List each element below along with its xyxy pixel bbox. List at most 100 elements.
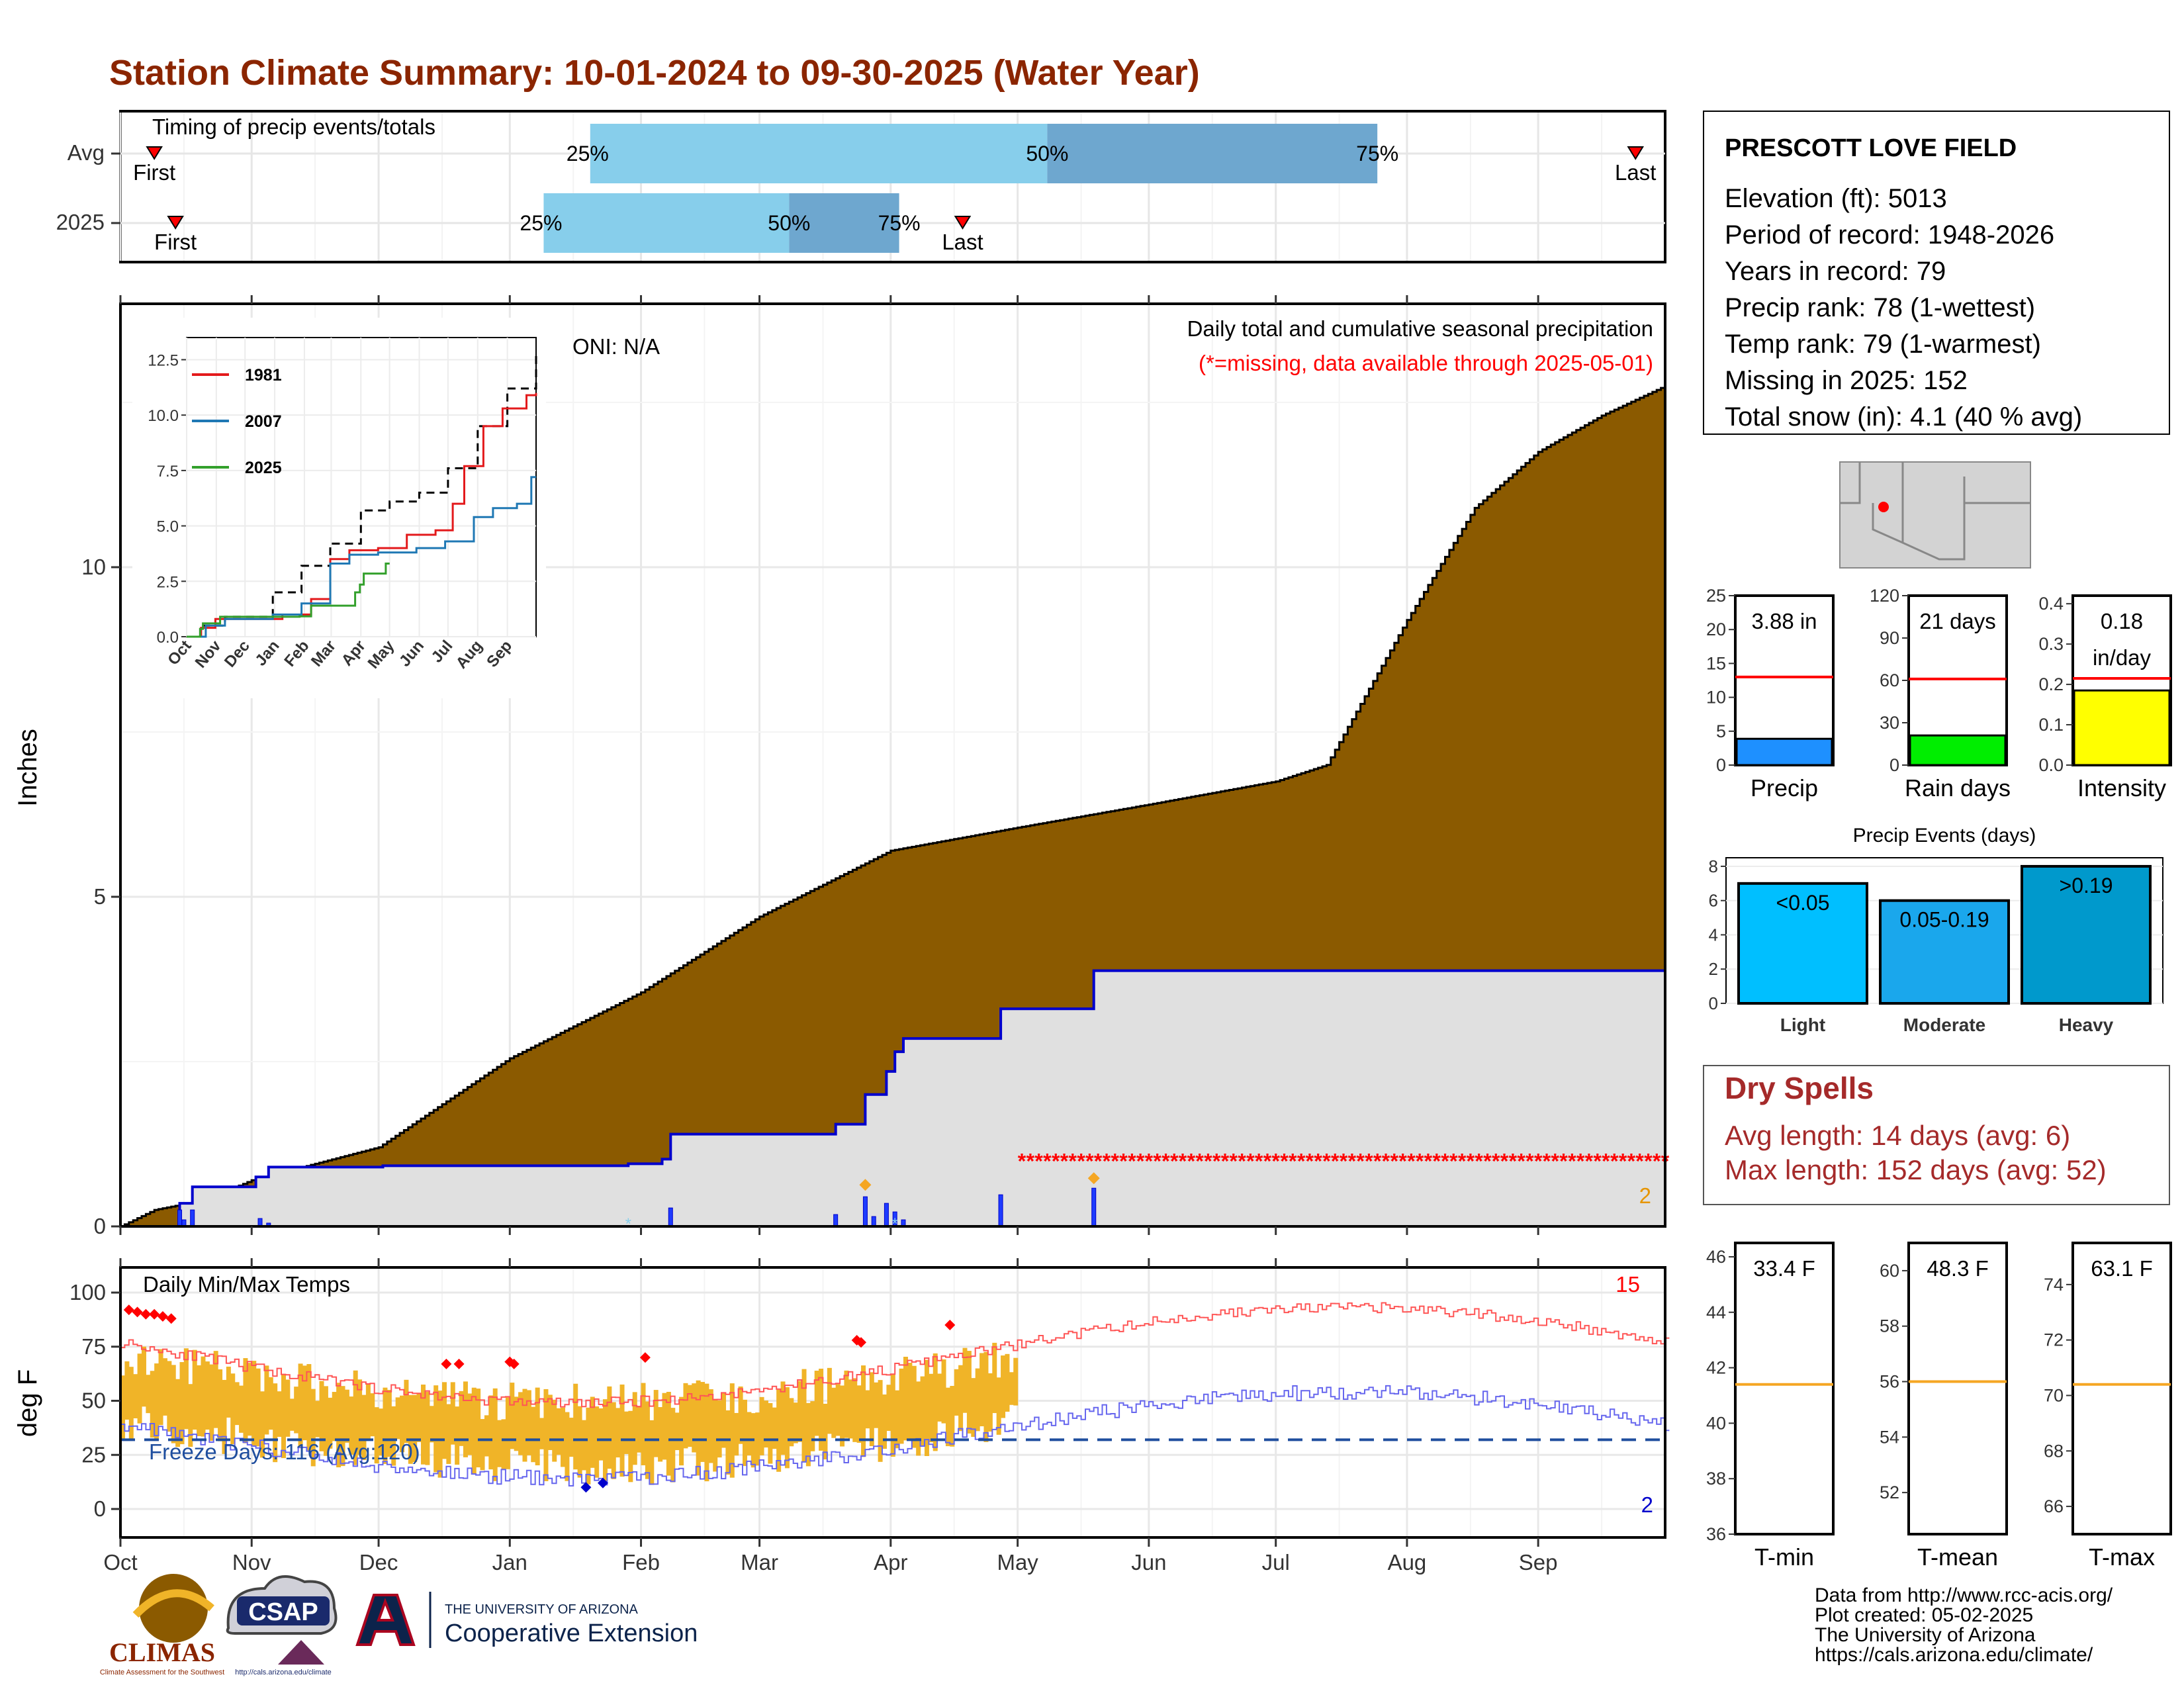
temps-y-axis-label: deg F bbox=[13, 1369, 42, 1437]
daily-temp-bar bbox=[379, 1408, 384, 1456]
daily-temp-bar bbox=[260, 1391, 265, 1458]
map-background bbox=[1839, 461, 2031, 569]
events-bar-label: 0.05-0.19 bbox=[1899, 908, 1989, 932]
timing-last-label: Last bbox=[1615, 160, 1656, 185]
missing-marker: * bbox=[1204, 1149, 1212, 1173]
missing-marker: * bbox=[1280, 1149, 1289, 1173]
station-frame bbox=[1703, 111, 2170, 435]
record-high-marker bbox=[441, 1358, 452, 1369]
temps-y-tick-label: 50 bbox=[81, 1389, 106, 1413]
missing-marker: * bbox=[1179, 1149, 1187, 1173]
daily-temp-bar bbox=[133, 1374, 138, 1419]
record-high-marker bbox=[157, 1310, 168, 1322]
daily-temp-bar bbox=[819, 1369, 824, 1451]
gauge-tick-label: 15 bbox=[1706, 653, 1726, 673]
daily-temp-bar bbox=[763, 1400, 768, 1448]
record-markers bbox=[123, 1304, 956, 1493]
timing-first-label: First bbox=[154, 230, 197, 254]
oni-label: ONI: N/A bbox=[572, 334, 660, 359]
ua-logo-big-text: Cooperative Extension bbox=[445, 1620, 698, 1647]
daily-temp-bar bbox=[844, 1370, 849, 1438]
daily-temp-bar bbox=[801, 1369, 807, 1463]
daily-temp-bar bbox=[823, 1403, 828, 1460]
daily-temp-bar bbox=[717, 1400, 722, 1458]
events-category-label: Light bbox=[1780, 1015, 1825, 1035]
missing-marker: * bbox=[1026, 1149, 1035, 1173]
daily-temp-bar bbox=[856, 1385, 862, 1443]
precip-frame bbox=[119, 302, 1666, 1228]
temp-gauge-name: T-min bbox=[1754, 1543, 1814, 1571]
timing-first-label: First bbox=[133, 160, 175, 185]
timing-row-label-2025: 2025 bbox=[56, 210, 105, 234]
inset-y-tick-label: 2.5 bbox=[157, 573, 179, 591]
daily-temp-bar bbox=[670, 1408, 676, 1483]
missing-marker: * bbox=[1018, 1149, 1026, 1173]
missing-marker: * bbox=[1136, 1149, 1145, 1173]
daily-temp-bar bbox=[623, 1411, 629, 1454]
record-high-marker bbox=[508, 1358, 520, 1369]
daily-temp-bar bbox=[958, 1365, 964, 1432]
temp-gauge-tick-label: 44 bbox=[1706, 1303, 1726, 1322]
csap-logo-text: CSAP bbox=[248, 1598, 318, 1626]
daily-temp-bar bbox=[197, 1365, 202, 1436]
station-detail-line: Precip rank: 78 (1-wettest) bbox=[1725, 293, 2035, 322]
daily-temp-bar bbox=[1009, 1372, 1014, 1405]
inset-y-tick-label: 10.0 bbox=[148, 407, 179, 425]
observed-cumulative-line bbox=[120, 969, 1665, 1228]
daily-temp-bar bbox=[446, 1404, 451, 1464]
daily-temp-bar bbox=[582, 1420, 586, 1471]
temp-gauge-tick-label: 68 bbox=[2044, 1441, 2064, 1461]
daily-temp-bar bbox=[805, 1402, 811, 1467]
month-axis-labels: Oct Nov Dec Jan Feb Mar Apr May Jun Jul Aug Sep bbox=[103, 1550, 1557, 1575]
daily-temp-bar bbox=[141, 1346, 146, 1407]
timing-label-25: 25% bbox=[520, 211, 562, 235]
daily-temp-bar bbox=[230, 1373, 236, 1444]
daily-temp-bar bbox=[768, 1402, 773, 1464]
daily-temp-bar bbox=[641, 1383, 646, 1465]
climas-logo: CLIMAS Climate Assessment for the Southw… bbox=[100, 1574, 224, 1676]
gauge-tick-label: 60 bbox=[1880, 670, 1899, 690]
daily-temp-bar bbox=[547, 1394, 553, 1450]
daily-temp-bar bbox=[505, 1397, 510, 1469]
missing-marker: * bbox=[1424, 1149, 1433, 1173]
daily-temp-bar bbox=[387, 1390, 392, 1457]
events-bar-label: >0.19 bbox=[2060, 874, 2113, 897]
normal-max-line bbox=[120, 1302, 1670, 1408]
month-label: May bbox=[997, 1550, 1038, 1575]
missing-marker: * bbox=[1187, 1149, 1196, 1173]
freeze-days-label: Freeze Days: 116 (Avg:120) bbox=[149, 1440, 420, 1464]
state-borders bbox=[1840, 462, 2030, 561]
gauge-tick-label: 10 bbox=[1706, 688, 1726, 708]
record-low-marker bbox=[597, 1477, 608, 1488]
daily-temp-bar bbox=[175, 1379, 181, 1447]
precip-y-tick-label: 10 bbox=[81, 555, 106, 579]
hot-days-count: 15 bbox=[1615, 1272, 1640, 1297]
daily-precip-bar bbox=[190, 1209, 195, 1227]
missing-marker: * bbox=[1052, 1149, 1060, 1173]
daily-temp-bar bbox=[441, 1382, 447, 1459]
daily-temp-bar bbox=[945, 1387, 950, 1447]
daily-temp-bar bbox=[653, 1390, 659, 1457]
timing-label-75: 75% bbox=[1356, 142, 1398, 165]
heavy-event-marker bbox=[1087, 1172, 1100, 1185]
missing-marker: * bbox=[1069, 1149, 1077, 1173]
missing-marker: * bbox=[1449, 1149, 1458, 1173]
daily-temp-bar bbox=[154, 1363, 159, 1439]
missing-marker: * bbox=[1398, 1149, 1407, 1173]
footer: Data from http://www.rcc-acis.org/ Plot … bbox=[100, 1574, 2113, 1676]
events-y-tick-label: 8 bbox=[1709, 856, 1718, 876]
missing-marker: * bbox=[1297, 1149, 1306, 1173]
daily-temp-bar bbox=[205, 1361, 210, 1430]
temp-gauge-value-label: 63.1 F bbox=[2091, 1256, 2153, 1281]
inset-series-2007 bbox=[187, 476, 536, 638]
cold-days-count: 2 bbox=[1641, 1492, 1653, 1517]
daily-temp-bar bbox=[243, 1358, 248, 1443]
gauge-tick-label: 90 bbox=[1880, 628, 1899, 648]
daily-temp-bar bbox=[391, 1406, 396, 1466]
record-high-marker bbox=[149, 1308, 160, 1320]
daily-temp-bar bbox=[734, 1412, 739, 1456]
daily-precip-bar bbox=[862, 1196, 868, 1227]
daily-temp-bar bbox=[611, 1402, 616, 1479]
precip-y-tick-label: 5 bbox=[94, 884, 106, 909]
missing-marker: * bbox=[1492, 1149, 1500, 1173]
